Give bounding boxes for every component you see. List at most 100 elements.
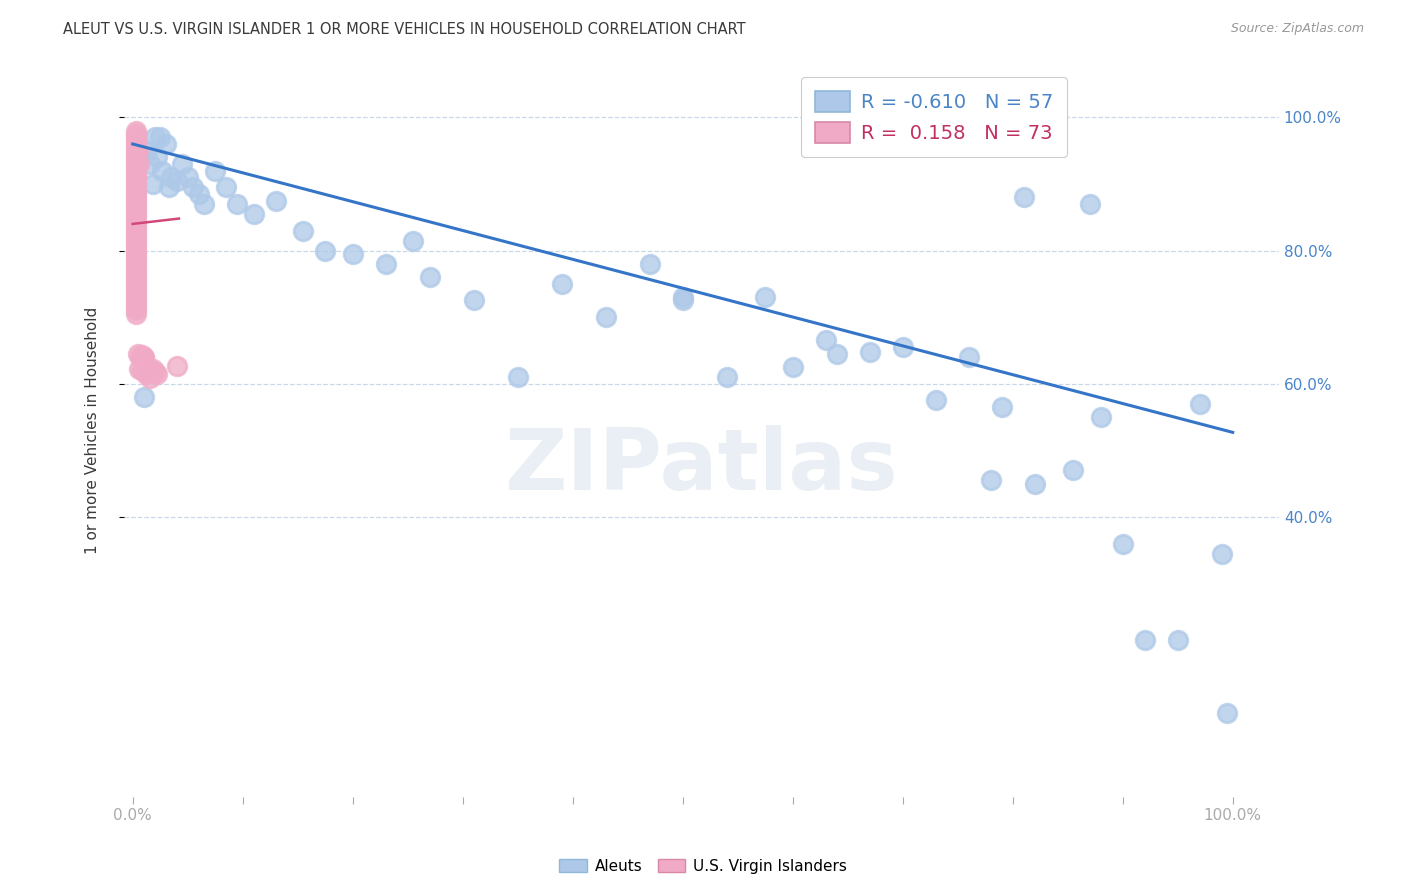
Point xyxy=(125,136,148,151)
Point xyxy=(132,350,155,364)
Point xyxy=(172,157,194,171)
Point xyxy=(125,240,148,254)
Point xyxy=(125,150,148,164)
Point xyxy=(141,362,163,376)
Point xyxy=(132,351,155,366)
Point xyxy=(127,347,149,361)
Text: ALEUT VS U.S. VIRGIN ISLANDER 1 OR MORE VEHICLES IN HOUSEHOLD CORRELATION CHART: ALEUT VS U.S. VIRGIN ISLANDER 1 OR MORE … xyxy=(63,22,747,37)
Text: ZIPatlas: ZIPatlas xyxy=(505,425,898,508)
Point xyxy=(1167,633,1189,648)
Point xyxy=(1024,476,1046,491)
Point xyxy=(125,127,148,141)
Point xyxy=(177,170,200,185)
Point xyxy=(187,186,209,201)
Point xyxy=(125,163,148,178)
Point xyxy=(374,257,396,271)
Point xyxy=(125,144,148,158)
Point xyxy=(125,170,148,185)
Point xyxy=(125,293,148,308)
Point xyxy=(990,400,1012,414)
Point xyxy=(1112,536,1135,550)
Legend: R = -0.610   N = 57, R =  0.158   N = 73: R = -0.610 N = 57, R = 0.158 N = 73 xyxy=(801,78,1067,157)
Point xyxy=(1133,633,1156,648)
Point xyxy=(551,277,574,291)
Point xyxy=(131,348,153,362)
Point xyxy=(143,365,166,379)
Legend: Aleuts, U.S. Virgin Islanders: Aleuts, U.S. Virgin Islanders xyxy=(554,853,852,880)
Point xyxy=(125,247,148,261)
Point xyxy=(131,363,153,377)
Point xyxy=(125,273,148,287)
Point xyxy=(160,170,183,185)
Point xyxy=(125,220,148,235)
Point xyxy=(139,157,162,171)
Point xyxy=(463,293,485,308)
Point xyxy=(125,307,148,321)
Point xyxy=(672,290,695,304)
Point xyxy=(1090,410,1112,425)
Point xyxy=(125,300,148,314)
Point xyxy=(166,173,188,187)
Y-axis label: 1 or more Vehicles in Household: 1 or more Vehicles in Household xyxy=(86,307,100,554)
Point xyxy=(125,177,148,191)
Point xyxy=(157,180,180,194)
Point xyxy=(980,473,1002,487)
Point xyxy=(754,290,776,304)
Point xyxy=(125,130,148,145)
Point xyxy=(638,257,661,271)
Point xyxy=(957,350,980,364)
Point xyxy=(204,163,226,178)
Point xyxy=(125,303,148,318)
Point xyxy=(242,207,264,221)
Point xyxy=(125,297,148,311)
Point xyxy=(125,253,148,268)
Point xyxy=(125,211,148,225)
Point xyxy=(146,367,169,381)
Point xyxy=(125,267,148,281)
Point xyxy=(125,207,148,221)
Point xyxy=(125,277,148,291)
Point xyxy=(136,144,159,158)
Point xyxy=(825,347,848,361)
Point xyxy=(125,213,148,227)
Point xyxy=(166,359,188,373)
Point xyxy=(128,157,150,171)
Point xyxy=(125,173,148,187)
Point xyxy=(292,223,315,237)
Point xyxy=(125,197,148,211)
Point xyxy=(1012,190,1035,204)
Point xyxy=(125,140,148,154)
Point xyxy=(506,370,529,384)
Point xyxy=(125,244,148,258)
Point xyxy=(419,270,441,285)
Point xyxy=(226,197,249,211)
Point xyxy=(125,260,148,275)
Point xyxy=(891,340,914,354)
Point xyxy=(125,147,148,161)
Point xyxy=(595,310,617,325)
Point xyxy=(125,286,148,301)
Point xyxy=(125,250,148,264)
Point xyxy=(782,360,804,375)
Point xyxy=(859,344,882,359)
Point xyxy=(125,194,148,208)
Point xyxy=(125,186,148,201)
Point xyxy=(264,194,287,208)
Point xyxy=(139,371,162,385)
Point xyxy=(127,144,149,158)
Point xyxy=(125,280,148,294)
Point xyxy=(1062,463,1084,477)
Point xyxy=(152,163,174,178)
Point xyxy=(125,134,148,148)
Point xyxy=(125,257,148,271)
Point xyxy=(129,350,152,364)
Text: Source: ZipAtlas.com: Source: ZipAtlas.com xyxy=(1230,22,1364,36)
Point xyxy=(402,234,425,248)
Point xyxy=(155,136,177,151)
Point xyxy=(128,362,150,376)
Point xyxy=(125,290,148,304)
Point xyxy=(149,130,172,145)
Point xyxy=(1078,197,1101,211)
Point xyxy=(125,263,148,277)
Point xyxy=(342,247,364,261)
